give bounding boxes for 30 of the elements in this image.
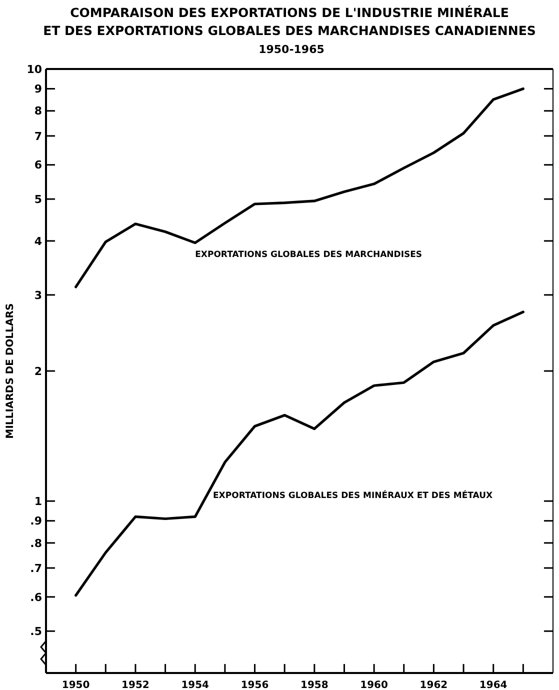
y-tick-label: 2 bbox=[34, 364, 42, 378]
x-tick-label: 1962 bbox=[420, 680, 448, 690]
series-label: EXPORTATIONS GLOBALES DES MINÉRAUX ET DES MÉTAUX bbox=[213, 490, 493, 502]
y-tick-label: .8 bbox=[30, 536, 42, 550]
y-tick-label: .5 bbox=[30, 624, 42, 638]
y-tick-label: 4 bbox=[34, 234, 42, 248]
x-tick-label: 1952 bbox=[122, 680, 150, 690]
x-tick-label: 1958 bbox=[300, 680, 328, 690]
y-tick-label: 6 bbox=[34, 158, 42, 172]
chart-subtitle: 1950-1965 bbox=[258, 43, 324, 56]
y-tick-label: 7 bbox=[34, 130, 42, 143]
y-tick-label: 1 bbox=[34, 494, 42, 508]
series-label: EXPORTATIONS GLOBALES DES MARCHANDISES bbox=[195, 250, 422, 260]
x-tick-label: 1956 bbox=[240, 680, 269, 690]
y-tick-label: 5 bbox=[34, 192, 42, 206]
line-series bbox=[74, 310, 524, 597]
y-tick-label: 8 bbox=[34, 104, 42, 118]
x-tick-label: 1964 bbox=[479, 680, 508, 690]
x-tick-label: 1954 bbox=[181, 680, 210, 690]
y-tick-label: 9 bbox=[34, 82, 42, 96]
y-tick-label: .7 bbox=[30, 562, 42, 575]
chart-title: COMPARAISON DES EXPORTATIONS DE L'INDUSTRIE MINÉRALE ET DES EXPORTATIONS GLOBALES DES MARCHANDISES CANADIENNES bbox=[43, 5, 536, 38]
line-series bbox=[74, 87, 524, 288]
y-tick-label: 3 bbox=[34, 288, 42, 302]
y-tick-label: 10 bbox=[26, 62, 42, 76]
x-tick-label: 1950 bbox=[62, 680, 90, 690]
x-tick-label: 1960 bbox=[360, 680, 388, 690]
y-tick-label: .9 bbox=[30, 514, 42, 528]
y-axis-title: MILLIARDS DE DOLLARS bbox=[5, 303, 16, 439]
y-tick-label: .6 bbox=[30, 590, 42, 604]
